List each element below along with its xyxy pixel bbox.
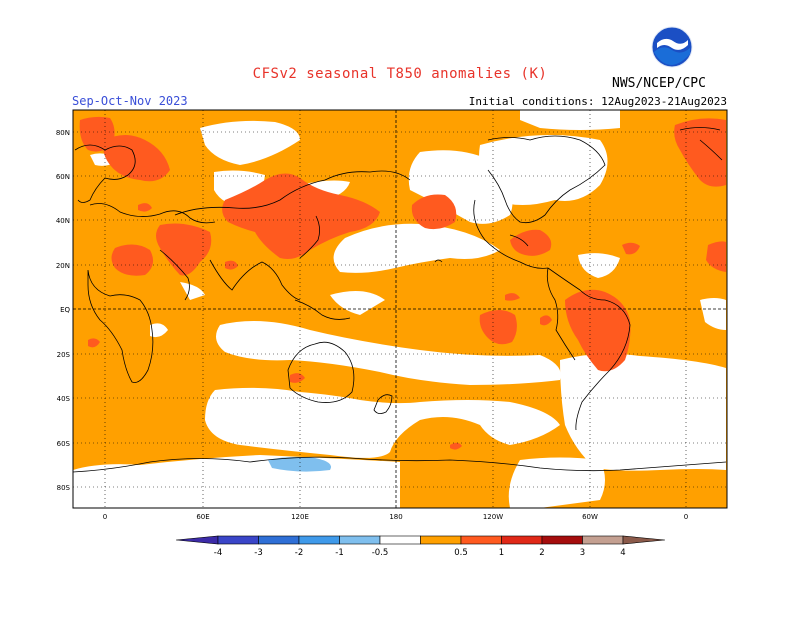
lat-label: 80S (57, 484, 71, 492)
colorbar-tick-label: 4 (620, 548, 625, 558)
colorbar-tick-label: -4 (214, 548, 222, 558)
lon-label: 180 (389, 513, 402, 521)
coastlines (73, 127, 727, 473)
colorbar-tick-label: 0.5 (454, 548, 468, 558)
colorbar-high-end (622, 535, 666, 545)
lat-label: 40N (56, 217, 70, 225)
colorbar-low-end (175, 535, 219, 545)
colorbar-swatch (420, 535, 462, 545)
latitude-axis: 80N 60N 40N 20N EQ 20S 40S 60S 80S (56, 129, 71, 492)
colorbar-tick-label: 3 (580, 548, 585, 558)
colorbar-swatch (298, 535, 340, 545)
colorbar: -4 -3 -2 -1 -0.5 0.5 1 2 3 4 (175, 535, 666, 558)
colorbar-swatch (460, 535, 502, 545)
lat-label: 20N (56, 262, 70, 270)
colorbar-tick-label: 1 (499, 548, 504, 558)
lon-label: 120E (291, 513, 309, 521)
warm-anomaly-1k-regions (79, 116, 726, 450)
colorbar-swatch (379, 535, 421, 545)
reference-lines (73, 110, 727, 508)
colorbar-swatch (258, 535, 300, 545)
colorbar-tick-label: 2 (539, 548, 544, 558)
map-frame (72, 109, 728, 509)
colorbar-swatch (582, 535, 624, 545)
lat-label: 20S (57, 351, 71, 359)
lat-label: 60S (57, 440, 71, 448)
anomaly-field (73, 110, 727, 508)
initial-conditions-label: Initial conditions: 12Aug2023-21Aug2023 (468, 95, 727, 108)
graticule (73, 110, 727, 508)
lat-label: 40S (57, 395, 71, 403)
noaa-logo (651, 26, 693, 68)
lon-label: 60W (582, 513, 598, 521)
lon-label: 60E (196, 513, 209, 521)
lon-label: 120W (483, 513, 503, 521)
lat-label: 60N (56, 173, 70, 181)
agency-label: NWS/NCEP/CPC (612, 76, 706, 91)
lat-label: EQ (60, 306, 70, 314)
colorbar-swatch (339, 535, 381, 545)
colorbar-swatch (541, 535, 583, 545)
colorbar-swatch (217, 535, 259, 545)
colorbar-tick-label: -3 (254, 548, 262, 558)
colorbar-tick-label: -2 (295, 548, 303, 558)
colorbar-swatch (501, 535, 543, 545)
colorbar-tick-label: -1 (335, 548, 343, 558)
cool-anomaly-region (268, 456, 331, 472)
colorbar-tick-label: -0.5 (372, 548, 389, 558)
lon-label: 0 (103, 513, 107, 521)
lat-label: 80N (56, 129, 70, 137)
longitude-axis: 0 60E 120E 180 120W 60W 0 (103, 513, 688, 521)
season-label: Sep-Oct-Nov 2023 (72, 94, 188, 108)
lon-label: 0 (684, 513, 688, 521)
map-title: CFSv2 seasonal T850 anomalies (K) (252, 66, 548, 82)
